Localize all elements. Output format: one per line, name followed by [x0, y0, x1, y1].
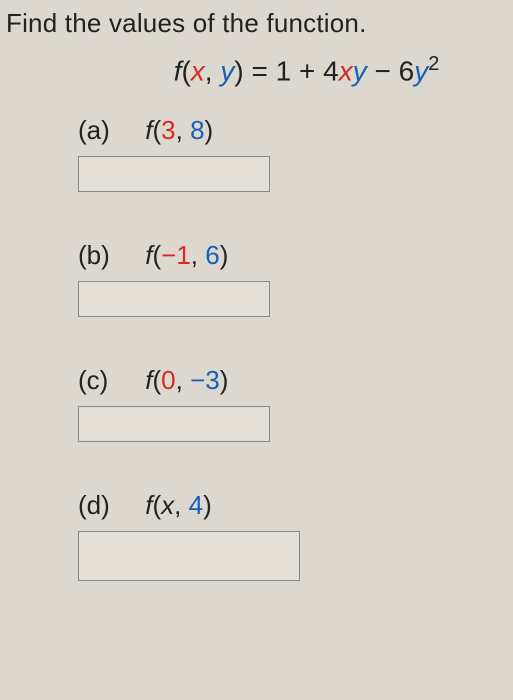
part-d-arg2: 4	[189, 490, 203, 520]
part-d-comma: ,	[174, 490, 188, 520]
instruction-text: Find the values of the function.	[6, 8, 507, 39]
part-c-close: )	[220, 365, 229, 395]
eq-y3: y	[414, 55, 428, 86]
eq-y: y	[220, 55, 234, 86]
part-a-arg2: 8	[190, 115, 204, 145]
eq-equals: =	[244, 55, 276, 86]
eq-plus: +	[291, 55, 323, 86]
part-a-header: (a) f(3, 8)	[78, 115, 507, 146]
part-b-input[interactable]	[78, 281, 270, 317]
part-a-func: f(3, 8)	[145, 115, 213, 145]
eq-x2: x	[339, 55, 353, 86]
part-b: (b) f(−1, 6)	[78, 240, 507, 317]
part-c-func: f(0, −3)	[145, 365, 228, 395]
part-c-header: (c) f(0, −3)	[78, 365, 507, 396]
part-b-close: )	[220, 240, 229, 270]
part-c-arg1: 0	[161, 365, 175, 395]
eq-open: (	[181, 55, 190, 86]
eq-comma: ,	[205, 55, 221, 86]
part-c-label: (c)	[78, 365, 138, 396]
eq-c1: 1	[276, 55, 292, 86]
part-a-label: (a)	[78, 115, 138, 146]
eq-c4: 4	[323, 55, 339, 86]
part-d-arg1: x	[161, 490, 174, 520]
part-d-input[interactable]	[78, 531, 300, 581]
eq-x: x	[191, 55, 205, 86]
part-d-close: )	[203, 490, 212, 520]
part-a-close: )	[205, 115, 214, 145]
part-a-input[interactable]	[78, 156, 270, 192]
part-a-arg1: 3	[161, 115, 175, 145]
part-a-comma: ,	[176, 115, 190, 145]
part-d-header: (d) f(x, 4)	[78, 490, 507, 521]
part-d-func: f(x, 4)	[145, 490, 212, 520]
part-b-label: (b)	[78, 240, 138, 271]
part-d-open: (	[152, 490, 161, 520]
part-c-comma: ,	[176, 365, 190, 395]
eq-minus: −	[367, 55, 399, 86]
eq-y2: y	[353, 55, 367, 86]
part-d: (d) f(x, 4)	[78, 490, 507, 581]
part-b-open: (	[152, 240, 161, 270]
function-equation: f(x, y) = 1 + 4xy − 6y2	[106, 53, 507, 87]
eq-close: )	[234, 55, 243, 86]
part-c-open: (	[152, 365, 161, 395]
part-d-label: (d)	[78, 490, 138, 521]
part-b-arg1: −1	[161, 240, 191, 270]
eq-exp: 2	[428, 53, 439, 75]
part-a: (a) f(3, 8)	[78, 115, 507, 192]
part-b-arg2: 6	[205, 240, 219, 270]
part-b-comma: ,	[191, 240, 205, 270]
part-c-input[interactable]	[78, 406, 270, 442]
part-b-func: f(−1, 6)	[145, 240, 228, 270]
part-b-header: (b) f(−1, 6)	[78, 240, 507, 271]
part-c: (c) f(0, −3)	[78, 365, 507, 442]
part-a-open: (	[152, 115, 161, 145]
part-c-arg2: −3	[190, 365, 220, 395]
eq-c6: 6	[399, 55, 415, 86]
